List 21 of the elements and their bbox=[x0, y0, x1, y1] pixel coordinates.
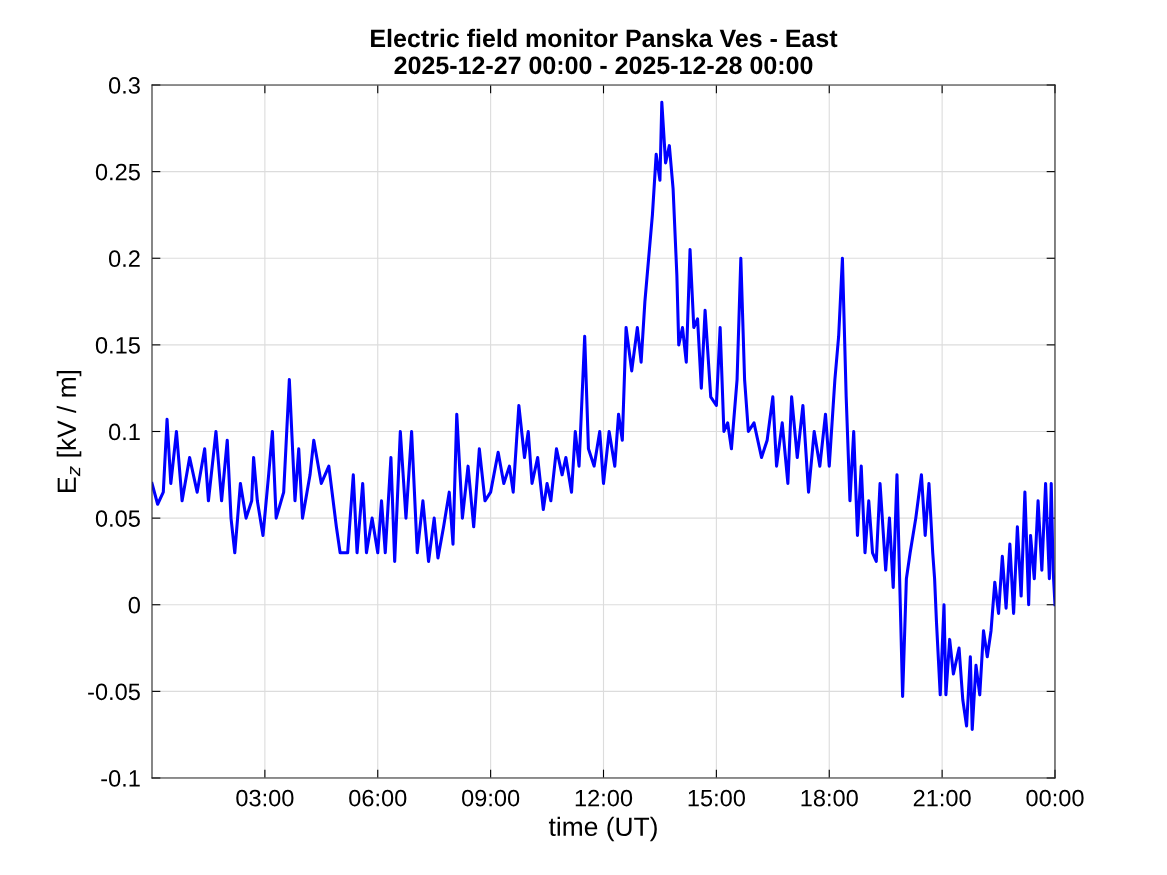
x-tick-label: 15:00 bbox=[688, 789, 745, 807]
x-tick-label: 18:00 bbox=[801, 789, 858, 807]
x-tick-label: 12:00 bbox=[575, 789, 633, 807]
x-tick-label: 09:00 bbox=[462, 789, 520, 807]
y-tick-label: 0.1 bbox=[108, 423, 140, 441]
x-tick-label: 06:00 bbox=[349, 789, 407, 807]
y-axis-title: E$_{z}$ [kV / m] bbox=[56, 370, 82, 492]
x-tick-label: 00:00 bbox=[1026, 789, 1084, 807]
y-tick-label: -0.05 bbox=[88, 683, 140, 701]
y-tick-label: 0.05 bbox=[95, 510, 140, 527]
y-tick-label: 0.2 bbox=[108, 250, 140, 268]
line-series bbox=[152, 100, 1055, 732]
x-tick-label: 03:00 bbox=[236, 789, 294, 807]
y-tick-label: 0.25 bbox=[95, 163, 140, 181]
y-tick-label: 0 bbox=[128, 596, 140, 614]
y-tick-label: 0.3 bbox=[108, 77, 140, 94]
y-tick-label: -0.1 bbox=[101, 770, 140, 787]
x-tick-label: 21:00 bbox=[913, 789, 971, 807]
y-tick-label: 0.15 bbox=[95, 336, 140, 354]
x-axis-title: time (UT) bbox=[548, 816, 657, 842]
chart-title: Electric field monitor Panska Ves - East 2025-12-27 00:00 - 2025-12-28 00:00 bbox=[371, 28, 838, 75]
